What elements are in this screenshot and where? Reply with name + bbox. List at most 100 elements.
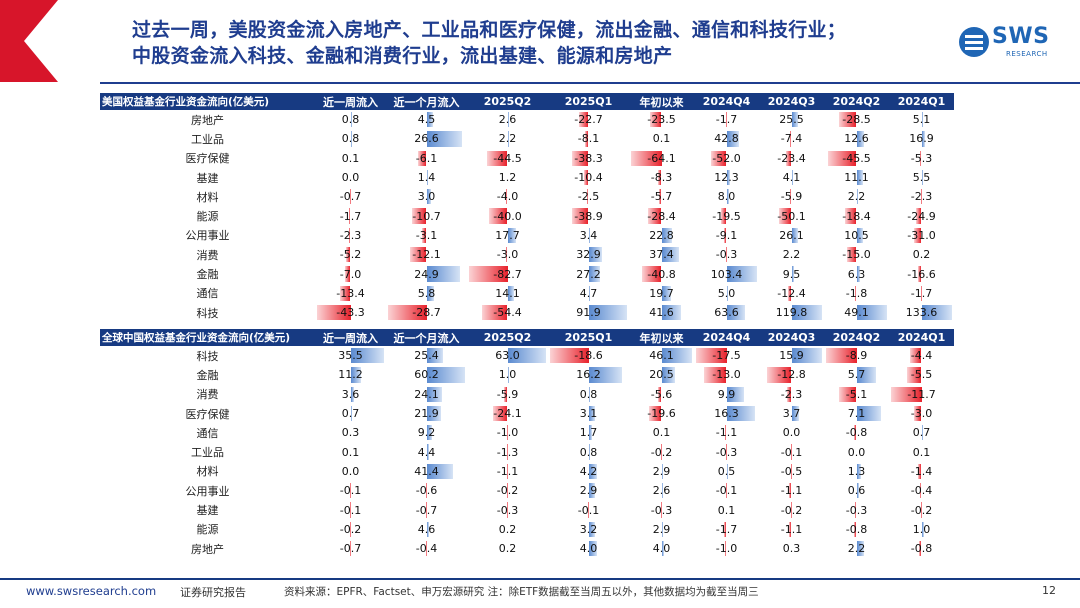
logo-wordmark: SWS (992, 24, 1050, 49)
inflow-bar (426, 367, 465, 383)
inflow-bar (856, 483, 859, 499)
flow-cell: -1.7 (694, 520, 759, 539)
flow-value: -2.3 (910, 190, 933, 204)
table-row: 房地产 -0.7 -0.4 0.2 4.0 4.0 -1.0 0.3 2.2 -0.8 (100, 539, 954, 558)
flow-cell: -19.6 (629, 404, 694, 423)
inflow-bar (426, 386, 442, 402)
inflow-bar (426, 425, 433, 441)
sector-label: 房地产 (191, 113, 224, 127)
flow-cell: -0.4 (889, 481, 954, 500)
flow-value: 0.7 (912, 426, 931, 440)
flow-cell: -50.1 (759, 206, 824, 225)
flow-cell: 16.9 (889, 129, 954, 148)
column-header: 2024Q4 (694, 329, 759, 346)
outflow-bar (838, 112, 857, 128)
flow-value: -44.5 (493, 151, 522, 165)
flow-cell: 17.7 (467, 226, 548, 245)
flow-cell: 1.4 (386, 168, 467, 187)
flow-value: -3.0 (496, 248, 519, 262)
flow-value: 3.7 (782, 407, 801, 421)
flow-cell: -23.4 (759, 149, 824, 168)
outflow-bar (506, 444, 508, 460)
outflow-bar (506, 463, 508, 480)
inflow-bar (726, 285, 728, 301)
flow-value: -5.2 (339, 248, 362, 262)
flow-cell: 4.6 (386, 520, 467, 539)
flow-value: 3.0 (417, 190, 436, 204)
inflow-bar (921, 131, 926, 147)
china-equity-fund-flow-table: 全球中国权益基金行业资金流向(亿美元) 近一周流入 近一个月流入 2025Q2 2025… (100, 329, 954, 558)
flow-cell: -2.3 (759, 385, 824, 404)
flow-cell: 10.5 (824, 226, 889, 245)
flow-cell: 12.3 (694, 168, 759, 187)
flow-value: 0.8 (341, 132, 360, 146)
flow-cell: -1.3 (467, 442, 548, 461)
sector-label: 金融 (196, 268, 219, 282)
flow-value: -19.5 (712, 209, 741, 223)
flow-cell: -5.9 (467, 385, 548, 404)
flow-cell: 24.1 (386, 385, 467, 404)
flow-cell: -28.5 (824, 110, 889, 129)
table-row: 公用事业 -0.1 -0.6 -0.2 2.9 2.6 -0.1 -1.1 0.6 -0.4 (100, 481, 954, 500)
flow-value: 9.5 (782, 267, 801, 281)
footer-url[interactable]: www.swsresearch.com (26, 584, 157, 598)
flow-cell: -0.1 (548, 500, 629, 519)
outflow-bar (506, 247, 508, 263)
flow-cell: 0.0 (824, 442, 889, 461)
inflow-bar (856, 367, 877, 383)
flow-value: 0.1 (652, 426, 671, 440)
sector-label: 科技 (196, 349, 219, 363)
flow-value: -45.5 (842, 151, 871, 165)
table-title: 全球中国权益基金行业资金流向(亿美元) (100, 329, 315, 346)
flow-value: -52.0 (712, 151, 741, 165)
sector-label: 工业品 (191, 132, 224, 146)
flow-cell: -0.2 (467, 481, 548, 500)
inflow-bar (791, 169, 793, 186)
outflow-bar (891, 386, 922, 402)
flow-cell: 2.2 (824, 187, 889, 206)
flow-value: 46.1 (649, 349, 674, 363)
flow-cell: 4.4 (386, 442, 467, 461)
flow-value: -50.1 (777, 209, 806, 223)
flow-cell: 133.6 (889, 303, 954, 322)
flow-value: -17.5 (712, 349, 741, 363)
flow-cell: 7.1 (824, 404, 889, 423)
flow-cell: -1.1 (467, 462, 548, 481)
inflow-bar (350, 131, 352, 147)
flow-value: 32.9 (576, 248, 601, 262)
flow-cell: 20.5 (629, 365, 694, 384)
flow-value: -6.1 (415, 151, 438, 165)
column-header: 2024Q2 (824, 93, 889, 110)
table-row: 工业品 0.8 26.6 2.2 -8.1 0.1 42.8 -7.4 12.6 16.9 (100, 129, 954, 148)
flow-cell: -1.7 (315, 206, 386, 225)
flow-value: -28.7 (412, 306, 441, 320)
flow-cell: -0.2 (629, 442, 694, 461)
outflow-bar (853, 425, 857, 441)
flow-value: 0.3 (782, 542, 801, 556)
flow-value: -28.5 (842, 113, 871, 127)
flow-value: -0.6 (415, 484, 438, 498)
flow-value: -0.4 (910, 484, 933, 498)
flow-cell: -1.7 (889, 284, 954, 303)
inflow-bar (426, 112, 433, 128)
flow-cell: -64.1 (629, 149, 694, 168)
flow-value: -64.1 (647, 151, 676, 165)
flow-cell: 0.1 (315, 149, 386, 168)
title-bar: 过去一周，美股资金流入房地产、工业品和医疗保健，流出金融、通信和科技行业； 中股… (0, 0, 1080, 82)
flow-cell: -24.9 (889, 206, 954, 225)
flow-cell: -1.7 (694, 110, 759, 129)
table-row: 房地产 0.8 4.5 2.6 -22.7 -23.5 -1.7 25.5 -28.5 5.1 (100, 110, 954, 129)
flow-cell: 41.6 (629, 303, 694, 322)
inflow-bar (856, 540, 865, 557)
flow-cell: -40.0 (467, 206, 548, 225)
flow-value: 0.0 (341, 171, 360, 185)
inflow-bar (426, 131, 463, 147)
flow-cell: 0.3 (759, 539, 824, 558)
flow-value: -1.7 (910, 286, 933, 300)
outflow-bar (785, 150, 792, 166)
flow-cell: -15.0 (824, 245, 889, 264)
outflow-bar (723, 227, 727, 244)
outflow-bar (917, 463, 922, 480)
flow-value: 11.1 (844, 171, 869, 185)
